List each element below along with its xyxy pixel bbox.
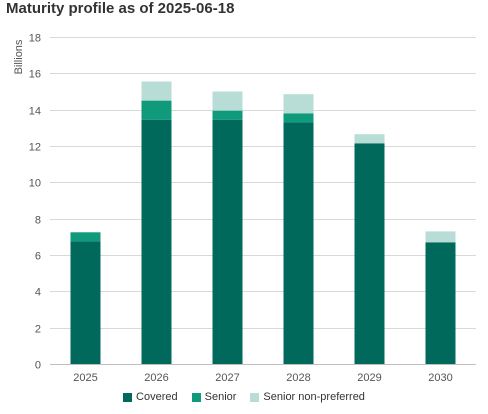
bar-covered-2026 [141, 119, 172, 364]
bar-senior-non-preferred-2030 [425, 231, 456, 243]
legend-label: Senior [204, 391, 237, 403]
legend-swatch [191, 392, 201, 402]
bar-covered-2025 [70, 241, 101, 364]
x-tick-label: 2028 [286, 372, 310, 384]
y-tick-label: 8 [35, 215, 41, 227]
bar-covered-2027 [212, 119, 243, 364]
legend-item: Senior non-preferred [250, 391, 365, 403]
legend-label: Covered [136, 391, 178, 403]
legend-item: Covered [123, 391, 178, 403]
legend-label: Senior non-preferred [263, 391, 365, 403]
legend-swatch [123, 392, 133, 402]
bar-covered-2030 [425, 242, 456, 364]
x-tick-label: 2025 [73, 372, 97, 384]
bar-senior-non-preferred-2026 [141, 81, 172, 101]
bar-senior-2025 [70, 232, 101, 242]
legend-swatch [250, 392, 260, 402]
y-axis-label: Billions [13, 39, 25, 74]
x-tick-label: 2030 [428, 372, 452, 384]
y-tick-label: 18 [29, 33, 41, 45]
x-tick-label: 2029 [357, 372, 381, 384]
legend-item: Senior [191, 391, 237, 403]
bar-senior-2028 [283, 113, 314, 123]
y-tick-label: 10 [29, 178, 41, 190]
y-tick-label: 6 [35, 251, 41, 263]
y-tick-label: 14 [29, 106, 41, 118]
chart-legend: Covered Senior Senior non-preferred [0, 391, 488, 403]
bar-senior-2027 [212, 110, 243, 120]
bar-senior-2026 [141, 100, 172, 120]
y-tick-label: 4 [35, 287, 41, 299]
bar-senior-non-preferred-2029 [354, 134, 385, 144]
bar-covered-2028 [283, 122, 314, 365]
y-tick-label: 2 [35, 324, 41, 336]
bar-covered-2029 [354, 143, 385, 364]
y-tick-label: 12 [29, 142, 41, 154]
y-tick-label: 0 [35, 360, 41, 372]
bar-senior-non-preferred-2028 [283, 94, 314, 114]
x-tick-label: 2026 [144, 372, 168, 384]
bar-senior-non-preferred-2027 [212, 91, 243, 111]
chart-title: Maturity profile as of 2025-06-18 [6, 0, 235, 17]
x-tick-label: 2027 [215, 372, 239, 384]
y-tick-label: 16 [29, 69, 41, 81]
